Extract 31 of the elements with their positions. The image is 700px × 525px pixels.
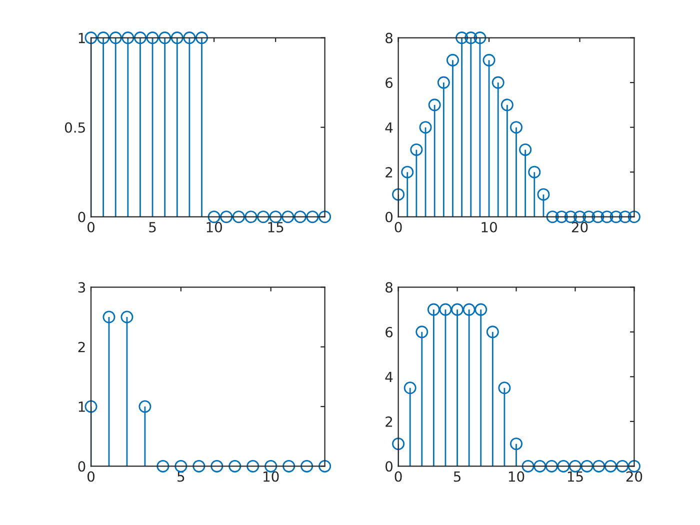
x-tick-label: 15: [268, 222, 284, 232]
y-tick-label: 1: [78, 32, 85, 44]
x-tick-label: 0: [87, 471, 94, 482]
x-tick-label: 5: [149, 222, 156, 232]
y-tick-label: 2: [386, 167, 392, 178]
x-tick-label: 0: [394, 222, 402, 232]
y-tick-label: 0: [386, 212, 393, 222]
y-tick-label: 0: [78, 212, 86, 222]
y-tick-label: 0: [386, 461, 393, 472]
x-tick-label: 20: [572, 222, 588, 232]
y-tick-label: 3: [78, 282, 86, 293]
x-tick-label: 0: [87, 222, 94, 232]
x-tick-label: 10: [482, 222, 497, 232]
y-tick-label: 2: [78, 342, 85, 352]
y-tick-label: 8: [386, 282, 392, 293]
y-tick-label: 0: [78, 461, 86, 472]
x-tick-label: 5: [454, 471, 460, 482]
y-tick-label: 4: [385, 372, 393, 382]
x-tick-label: 10: [264, 471, 279, 482]
y-tick-label: 1: [78, 402, 85, 412]
y-tick-label: 6: [386, 78, 393, 88]
x-tick-label: 20: [626, 471, 642, 482]
x-tick-label: 10: [206, 222, 222, 232]
y-tick-label: 2: [386, 416, 392, 427]
y-tick-label: 6: [386, 326, 393, 338]
x-tick-label: 0: [394, 471, 402, 482]
x-tick-label: 15: [568, 471, 583, 482]
y-tick-label: 0.5: [64, 122, 85, 133]
y-tick-label: 4: [385, 122, 393, 133]
x-tick-label: 10: [508, 471, 524, 482]
y-tick-label: 8: [386, 32, 392, 44]
